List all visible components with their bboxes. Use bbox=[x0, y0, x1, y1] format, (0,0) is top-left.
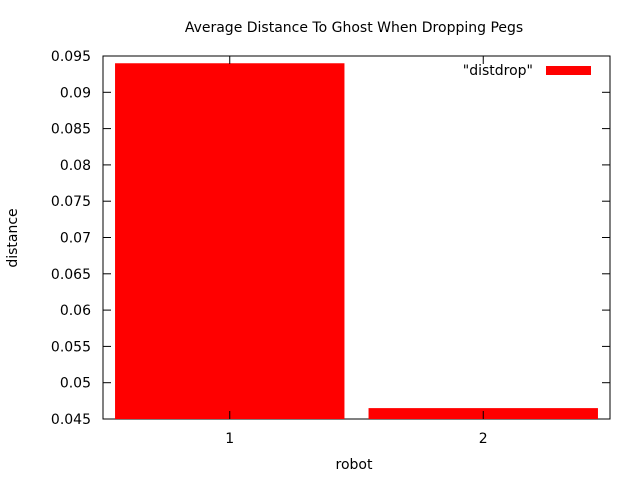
y-tick-label: 0.05 bbox=[60, 376, 91, 392]
legend: "distdrop" bbox=[463, 63, 591, 79]
y-axis-label: distance bbox=[5, 208, 21, 267]
y-axis-ticks: 0.045 0.05 0.055 0.06 0.065 0.07 0.075 0.08 0.08… bbox=[51, 49, 610, 428]
y-tick-label: 0.09 bbox=[60, 85, 91, 101]
bar-robot-1 bbox=[115, 63, 345, 419]
y-tick-label: 0.06 bbox=[60, 303, 91, 319]
legend-swatch bbox=[546, 66, 591, 75]
legend-label: "distdrop" bbox=[463, 63, 533, 79]
x-tick-label: 2 bbox=[479, 431, 488, 447]
y-tick-label: 0.055 bbox=[51, 339, 91, 355]
x-axis-label: robot bbox=[336, 457, 373, 473]
y-tick-label: 0.045 bbox=[51, 412, 91, 428]
y-tick-label: 0.065 bbox=[51, 267, 91, 283]
y-tick-label: 0.095 bbox=[51, 49, 91, 65]
chart-title: Average Distance To Ghost When Dropping … bbox=[185, 20, 523, 36]
y-tick-label: 0.07 bbox=[60, 231, 91, 247]
x-tick-label: 1 bbox=[225, 431, 234, 447]
y-tick-label: 0.075 bbox=[51, 194, 91, 210]
bars-group bbox=[115, 63, 598, 419]
y-tick-label: 0.08 bbox=[60, 158, 91, 174]
y-tick-label: 0.085 bbox=[51, 122, 91, 138]
